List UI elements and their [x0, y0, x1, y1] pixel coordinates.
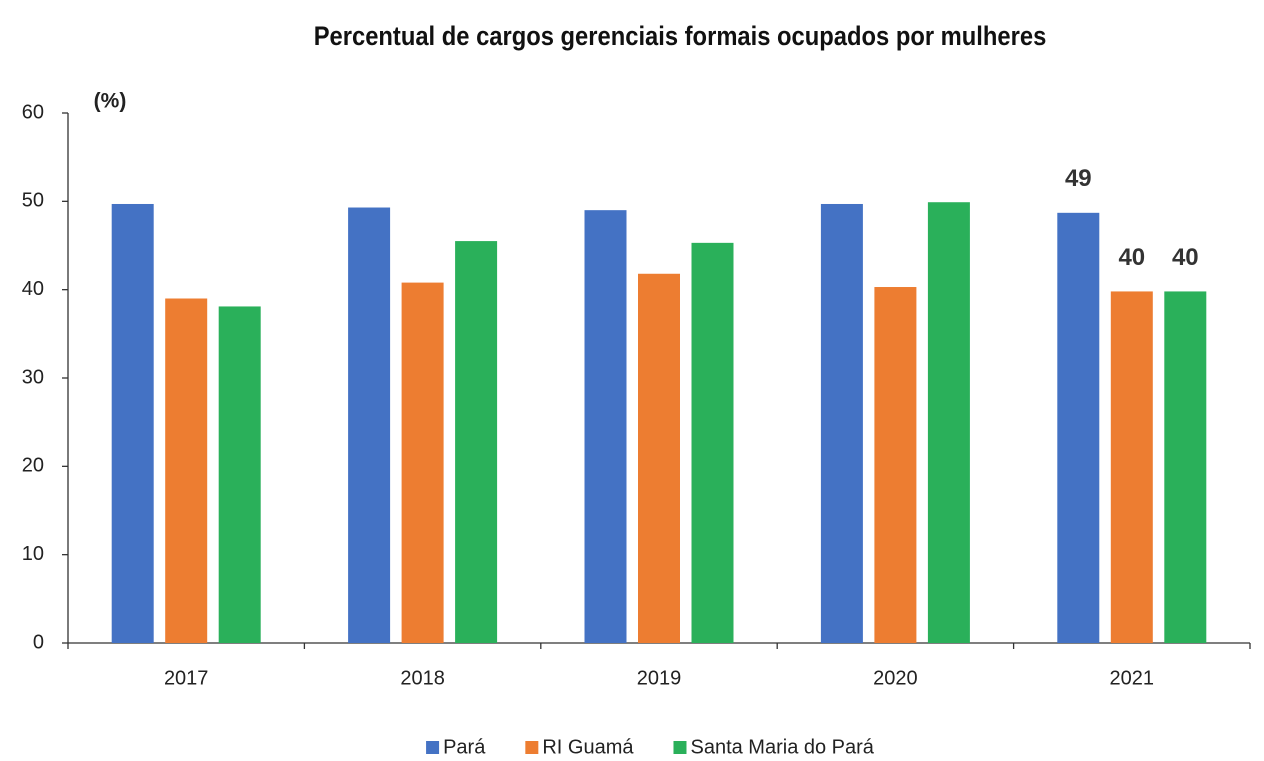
bar: [691, 242, 734, 643]
y-tick-label: 50: [22, 190, 44, 212]
bar: [455, 241, 498, 644]
data-label: 40: [1118, 244, 1145, 271]
x-tick-label: 2020: [873, 667, 918, 689]
y-axis-label: (%): [94, 90, 127, 113]
y-tick-label: 60: [22, 101, 44, 123]
bar: [218, 306, 261, 643]
bar: [401, 282, 444, 643]
legend-swatch: [673, 741, 687, 754]
y-tick-label: 20: [22, 455, 44, 477]
legend-swatch: [426, 741, 440, 754]
bar: [927, 202, 970, 643]
bar: [584, 210, 627, 643]
x-tick-label: 2017: [164, 667, 209, 689]
x-tick-label: 2021: [1110, 667, 1155, 689]
data-label: 49: [1065, 165, 1092, 192]
y-tick-label: 30: [22, 366, 44, 388]
legend-label: Pará: [443, 736, 486, 758]
y-tick-label: 10: [22, 543, 44, 565]
bar: [1164, 291, 1207, 643]
data-label: 40: [1172, 244, 1199, 271]
bar: [165, 298, 208, 643]
bar: [111, 203, 154, 643]
chart-title: Percentual de cargos gerenciais formais …: [314, 22, 1047, 52]
bar: [874, 287, 917, 643]
legend-label: Santa Maria do Pará: [690, 736, 874, 758]
y-tick-label: 0: [33, 631, 44, 653]
bar: [820, 203, 863, 643]
x-tick-label: 2019: [637, 667, 682, 689]
bar: [1110, 291, 1153, 643]
legend-swatch: [525, 741, 539, 754]
y-tick-label: 40: [22, 278, 44, 300]
x-tick-label: 2018: [400, 667, 445, 689]
bar: [638, 273, 680, 643]
legend-label: RI Guamá: [542, 736, 634, 758]
bar: [348, 207, 391, 643]
bar: [1057, 212, 1100, 644]
